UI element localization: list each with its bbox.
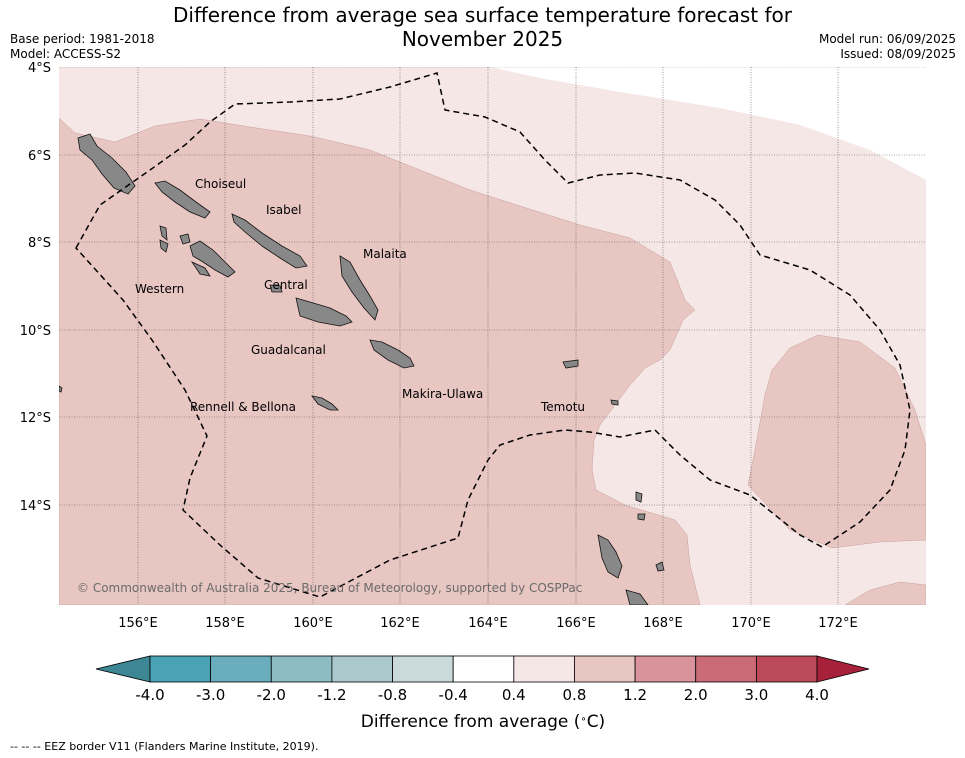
lat-label-4s: 4°S	[28, 61, 51, 76]
island-santa-cruz	[562, 359, 579, 369]
lon-label-158e: 158°E	[205, 616, 245, 631]
anomaly-band-below-0.4	[490, 67, 926, 180]
colorbar-segment	[452, 655, 515, 683]
island-nggela	[269, 284, 283, 293]
lat-label-12s: 12°S	[20, 411, 51, 426]
label-central: Central	[264, 278, 308, 292]
island-isabel	[231, 213, 308, 269]
colorbar-tick-labels: -4.0 -3.0 -2.0 -1.2 -0.8 -0.4 0.4 0.8 1.2 2.0 3.0 4…	[135, 686, 829, 704]
island-banks	[637, 513, 646, 521]
lat-label-10s: 10°S	[20, 324, 51, 339]
island-western-north	[154, 180, 211, 219]
lon-label-170e: 170°E	[731, 616, 771, 631]
latitude-labels: 4°S 6°S 8°S 10°S 12°S 14°S	[20, 61, 51, 514]
anomaly-band-0.8-1.2-east	[747, 334, 926, 549]
colorbar-tick-label: 2.0	[684, 686, 708, 704]
land-masses	[59, 133, 665, 605]
colorbar-under-arrow	[95, 655, 151, 683]
island-small-d	[655, 561, 665, 572]
label-malaita: Malaita	[363, 247, 407, 261]
colorbar-tick-label: 4.0	[805, 686, 829, 704]
colorbar-segment	[331, 655, 393, 683]
colorbar-tick-label: -0.8	[378, 686, 407, 704]
colorbar-segment	[755, 655, 818, 683]
colorbar-segment	[634, 655, 697, 683]
colorbar-segment	[574, 655, 636, 683]
map-title-line2: November 2025	[401, 27, 564, 51]
longitude-labels: 156°E 158°E 160°E 162°E 164°E 166°E 168°…	[118, 616, 858, 631]
colorbar-segment	[695, 655, 757, 683]
base-period: Base period: 1981-2018	[10, 32, 155, 46]
island-choiseul	[77, 133, 136, 195]
colorbar-label: Difference from average (∘C)	[361, 712, 605, 732]
anomaly-band-0.8-1.2-southeast	[844, 581, 926, 605]
island-vanuatu-south	[625, 589, 649, 605]
island-vella-lavella	[159, 225, 168, 241]
copyright-notice: © Commonwealth of Australia 2025, Bureau…	[77, 581, 582, 595]
lon-label-172e: 172°E	[818, 616, 858, 631]
model-name: Model: ACCESS-S2	[10, 47, 122, 61]
colorbar-segment	[513, 655, 575, 683]
lon-label-166e: 166°E	[556, 616, 596, 631]
label-rennell-bellona: Rennell & Bellona	[190, 400, 296, 414]
lat-label-8s: 8°S	[28, 236, 51, 251]
map-title-line1: Difference from average sea surface temp…	[172, 3, 792, 27]
lon-label-160e: 160°E	[293, 616, 333, 631]
meta-left: Base period: 1981-2018 Model: ACCESS-S2	[10, 32, 155, 62]
label-guadalcanal: Guadalcanal	[251, 343, 326, 357]
island-utupua	[610, 399, 619, 406]
colorbar-tick-label: -1.2	[317, 686, 346, 704]
island-small-e	[59, 385, 63, 393]
island-malaita	[339, 255, 379, 321]
label-isabel: Isabel	[266, 203, 301, 217]
map-title: Difference from average sea surface temp…	[0, 3, 965, 51]
island-small-c	[190, 261, 211, 277]
region-labels: Choiseul Isabel Malaita Western Central …	[135, 177, 585, 414]
island-makira	[369, 339, 415, 369]
eez-footnote: -- -- -- EEZ border V11 (Flanders Marine…	[10, 740, 319, 753]
lon-label-162e: 162°E	[380, 616, 420, 631]
colorbar-over-arrow	[816, 655, 870, 683]
colorbar-tick-label: 0.4	[502, 686, 526, 704]
island-vanuatu-north	[597, 534, 623, 579]
colorbar: -4.0 -3.0 -2.0 -1.2 -0.8 -0.4 0.4 0.8 1.2 2.0 3.0 4…	[95, 655, 870, 704]
colorbar-segment	[270, 655, 333, 683]
eez-border	[75, 72, 911, 598]
map-area	[59, 67, 926, 605]
colorbar-segment	[392, 655, 454, 683]
colorbar-tick-label: 3.0	[744, 686, 768, 704]
island-new-georgia	[189, 240, 236, 278]
issued-date: Issued: 08/09/2025	[840, 47, 956, 61]
colorbar-tick-label: -4.0	[135, 686, 164, 704]
lat-label-6s: 6°S	[28, 149, 51, 164]
model-run: Model run: 06/09/2025	[818, 32, 956, 46]
label-choiseul: Choiseul	[195, 177, 246, 191]
colorbar-tick-label: 1.2	[623, 686, 647, 704]
colorbar-segment	[210, 655, 272, 683]
label-temotu: Temotu	[540, 400, 585, 414]
colorbar-tick-label: -3.0	[196, 686, 225, 704]
anomaly-band-0.8-1.2-west	[59, 117, 701, 605]
lat-label-14s: 14°S	[20, 499, 51, 514]
colorbar-tick-label: 0.8	[563, 686, 587, 704]
label-makira-ulawa: Makira-Ulawa	[402, 387, 483, 401]
label-western: Western	[135, 282, 184, 296]
island-guadalcanal	[295, 297, 353, 327]
island-rennell	[311, 395, 339, 411]
lon-label-168e: 168°E	[643, 616, 683, 631]
lon-label-156e: 156°E	[118, 616, 158, 631]
meta-right: Model run: 06/09/2025 Issued: 08/09/2025	[819, 32, 956, 62]
lon-label-164e: 164°E	[468, 616, 508, 631]
colorbar-segment	[149, 655, 212, 683]
colorbar-tick-label: -0.4	[439, 686, 468, 704]
colorbar-tick-label: -2.0	[257, 686, 286, 704]
island-small-b	[179, 233, 191, 245]
island-torres	[635, 491, 643, 503]
island-small-a	[159, 239, 169, 253]
gridlines	[59, 67, 926, 605]
colorbar-segments	[95, 655, 870, 683]
